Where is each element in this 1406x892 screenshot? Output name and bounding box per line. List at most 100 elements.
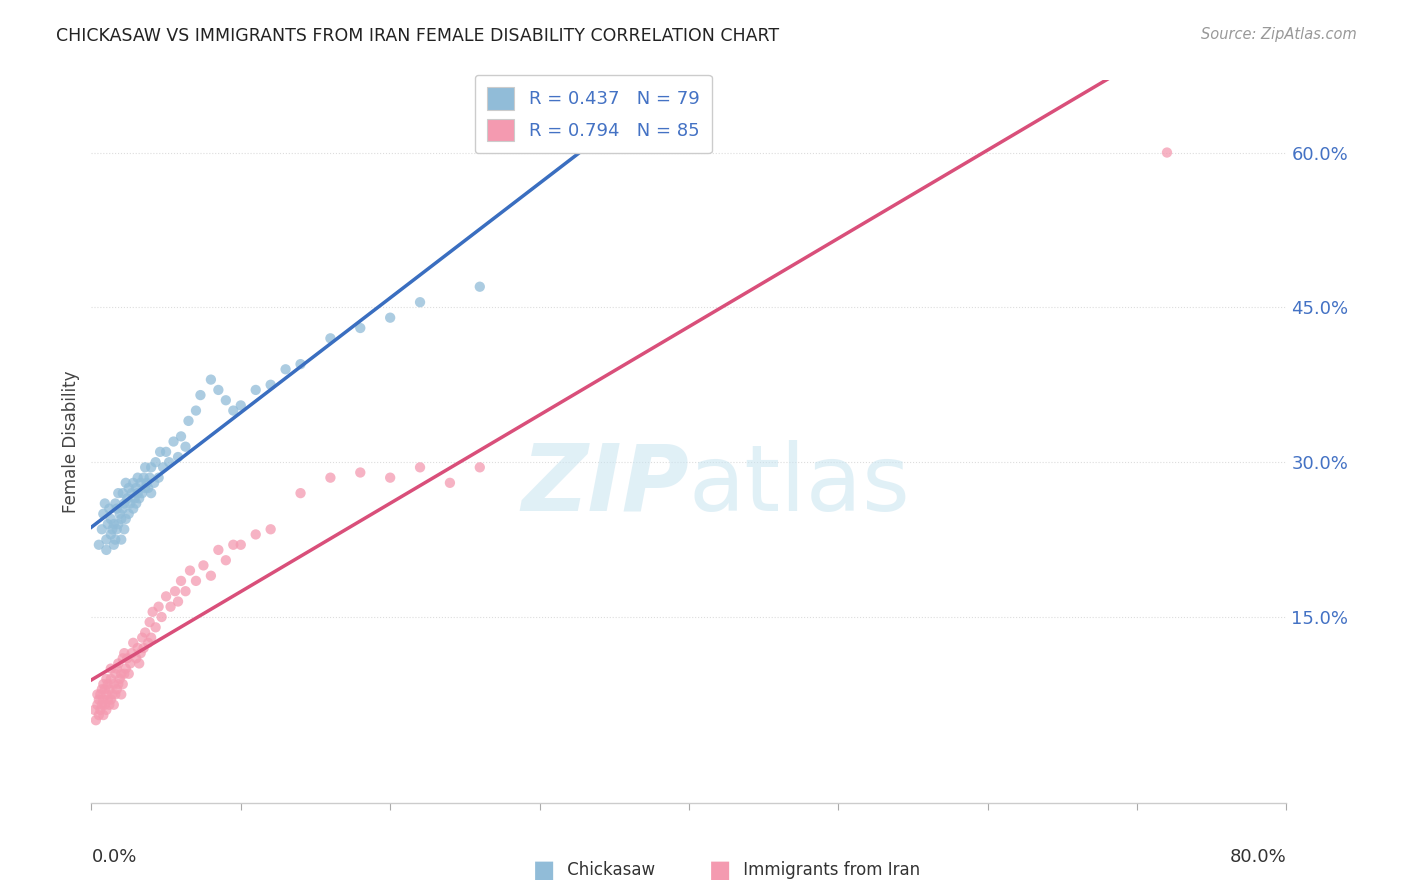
- Point: [104, 687, 127, 701]
- Point: [150, 610, 173, 624]
- Point: [468, 460, 491, 475]
- Text: ■: ■: [533, 858, 555, 881]
- Point: [229, 538, 252, 552]
- Point: [145, 455, 167, 469]
- Point: [138, 471, 160, 485]
- Point: [118, 507, 141, 521]
- Point: [120, 657, 142, 671]
- Point: [107, 486, 129, 500]
- Point: [215, 393, 238, 408]
- Text: atlas: atlas: [689, 440, 911, 530]
- Text: 80.0%: 80.0%: [1230, 847, 1286, 865]
- Point: [105, 682, 128, 697]
- Point: [103, 538, 125, 552]
- Point: [148, 599, 170, 614]
- Point: [104, 533, 127, 547]
- Point: [136, 636, 159, 650]
- Point: [105, 522, 128, 536]
- Point: [107, 657, 129, 671]
- Point: [184, 574, 207, 588]
- Point: [245, 383, 267, 397]
- Point: [107, 677, 129, 691]
- Point: [122, 636, 145, 650]
- Point: [87, 708, 110, 723]
- Point: [349, 466, 371, 480]
- Point: [162, 434, 184, 449]
- Text: ZIP: ZIP: [522, 440, 689, 530]
- Text: Chickasaw: Chickasaw: [562, 861, 655, 879]
- Point: [112, 522, 135, 536]
- Point: [142, 605, 165, 619]
- Point: [163, 584, 186, 599]
- Point: [136, 481, 159, 495]
- Point: [409, 295, 432, 310]
- Point: [124, 491, 146, 506]
- Point: [125, 651, 148, 665]
- Point: [125, 481, 148, 495]
- Point: [112, 666, 135, 681]
- Point: [108, 507, 131, 521]
- Point: [115, 491, 138, 506]
- Point: [89, 703, 111, 717]
- Point: [93, 692, 115, 706]
- Legend: R = 0.437   N = 79, R = 0.794   N = 85: R = 0.437 N = 79, R = 0.794 N = 85: [475, 75, 711, 153]
- Point: [134, 460, 156, 475]
- Point: [122, 501, 145, 516]
- Point: [110, 512, 132, 526]
- Point: [207, 542, 229, 557]
- Point: [170, 429, 193, 443]
- Point: [86, 698, 108, 712]
- Point: [100, 692, 122, 706]
- Point: [97, 692, 120, 706]
- Point: [155, 590, 177, 604]
- Text: CHICKASAW VS IMMIGRANTS FROM IRAN FEMALE DISABILITY CORRELATION CHART: CHICKASAW VS IMMIGRANTS FROM IRAN FEMALE…: [56, 27, 779, 45]
- Point: [87, 538, 110, 552]
- Point: [152, 460, 174, 475]
- Point: [105, 662, 128, 676]
- Point: [439, 475, 461, 490]
- Point: [98, 682, 121, 697]
- Point: [290, 357, 312, 371]
- Point: [93, 677, 115, 691]
- Point: [159, 599, 181, 614]
- Point: [177, 414, 200, 428]
- Point: [114, 662, 136, 676]
- Point: [1156, 145, 1178, 160]
- Point: [83, 703, 105, 717]
- Point: [215, 553, 238, 567]
- Point: [122, 475, 145, 490]
- Point: [94, 698, 117, 712]
- Point: [111, 486, 134, 500]
- Point: [409, 460, 432, 475]
- Y-axis label: Female Disability: Female Disability: [62, 370, 80, 513]
- Point: [128, 491, 150, 506]
- Point: [380, 310, 402, 325]
- Point: [96, 533, 118, 547]
- Point: [200, 568, 222, 582]
- Point: [120, 496, 142, 510]
- Point: [107, 517, 129, 532]
- Point: [93, 708, 115, 723]
- Point: [98, 698, 121, 712]
- Point: [129, 646, 152, 660]
- Point: [103, 677, 125, 691]
- Point: [131, 631, 153, 645]
- Point: [103, 698, 125, 712]
- Point: [127, 486, 149, 500]
- Point: [259, 522, 281, 536]
- Point: [222, 403, 245, 417]
- Text: Source: ZipAtlas.com: Source: ZipAtlas.com: [1201, 27, 1357, 42]
- Point: [141, 460, 163, 475]
- Point: [132, 640, 155, 655]
- Point: [100, 527, 122, 541]
- Point: [104, 666, 127, 681]
- Point: [319, 471, 342, 485]
- Point: [101, 687, 124, 701]
- Point: [90, 522, 112, 536]
- Point: [128, 657, 150, 671]
- Point: [380, 471, 402, 485]
- Point: [86, 687, 108, 701]
- Point: [114, 475, 136, 490]
- Point: [110, 666, 132, 681]
- Point: [222, 538, 245, 552]
